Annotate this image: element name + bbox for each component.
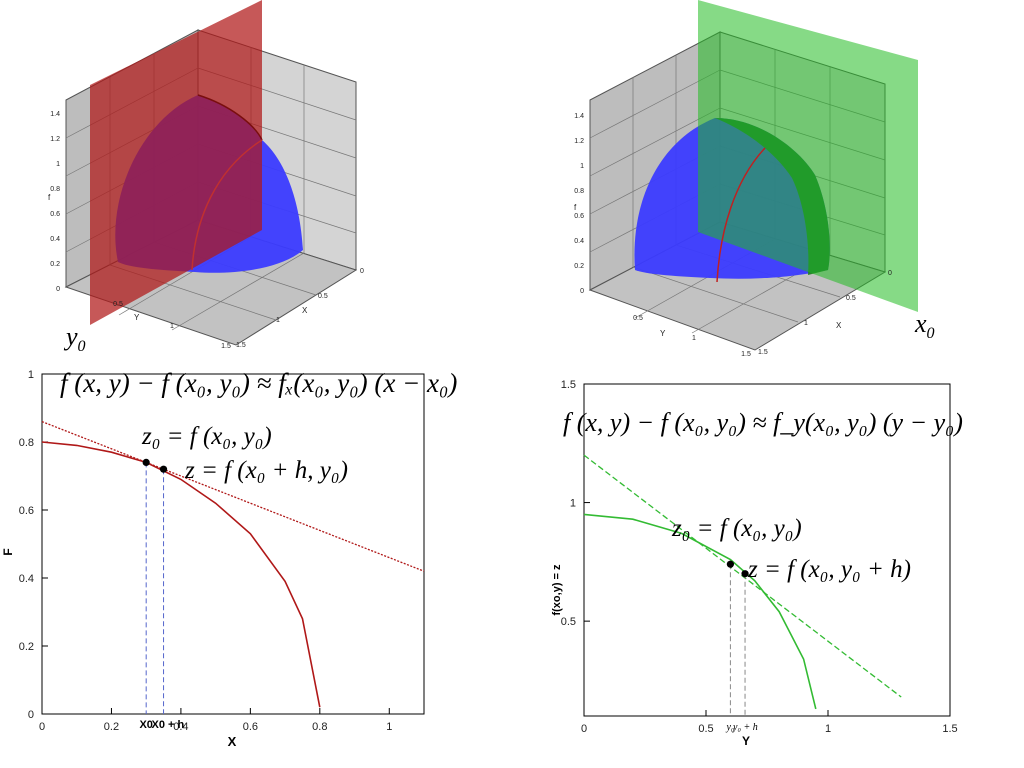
y-axis-label: Y xyxy=(660,329,666,338)
x-tick-label: 0 xyxy=(888,270,892,277)
y-tick-label: 0.5 xyxy=(113,301,123,308)
formula-y-linearization: f (x, y) − f (x₀, y₀) ≈ f_y(x₀, y₀) (y −… xyxy=(563,408,963,437)
y-tick-label: 0.5 xyxy=(561,616,576,628)
plane-label: y0 xyxy=(63,322,86,355)
f-tick-label: 0.6 xyxy=(50,211,60,218)
x-axis-ticks: 0 0.5 1 1.5 xyxy=(758,270,892,356)
f-tick-label: 1 xyxy=(580,163,584,170)
y-axis-title: F xyxy=(1,548,15,555)
x-axis-label: X xyxy=(302,306,308,315)
f-tick-label: 1.2 xyxy=(574,138,584,145)
x0h-tick-label: X0 + h xyxy=(152,719,185,731)
y-axis-label: Y xyxy=(134,313,140,322)
function-curve xyxy=(41,441,321,708)
red-plane xyxy=(90,0,262,325)
axis-ticks: 0 0.2 0.4 0.6 0.8 1 0 0.2 0.4 0.6 0.8 1 xyxy=(19,369,393,733)
y-tick-label: 0.6 xyxy=(19,505,34,517)
f-tick-label: 1.4 xyxy=(50,111,60,118)
point-x0 xyxy=(142,458,150,466)
y-tick-label: 0.8 xyxy=(19,437,34,449)
y-tick-label: 1.5 xyxy=(221,343,231,350)
f-axis-label: f xyxy=(574,203,577,212)
x-tick-label: 0.4 xyxy=(173,721,188,733)
x-tick-label: 1 xyxy=(276,317,280,324)
function-curve xyxy=(583,513,817,710)
f-tick-label: 1.2 xyxy=(50,136,60,143)
y-axis-ticks: 0.5 1 1.5 xyxy=(633,315,751,358)
plot-area xyxy=(41,420,425,714)
f-tick-label: 0.2 xyxy=(50,261,60,268)
x-axis-label: X xyxy=(836,321,842,330)
y-tick-label: 0.2 xyxy=(19,641,34,653)
f-tick-label: 0.4 xyxy=(50,236,60,243)
x-tick-label: 1.5 xyxy=(758,349,768,356)
intersection-curve xyxy=(197,94,263,141)
x-axis-ticks: 0 0.5 1 1.5 xyxy=(236,268,364,349)
y-tick-label: 1 xyxy=(570,498,576,510)
green-plane xyxy=(698,0,918,312)
f-tick-label: 0.2 xyxy=(574,263,584,270)
y0-tick-label: y₀ xyxy=(725,722,734,733)
y-axis-ticks: 0.5 1 1.5 xyxy=(113,301,231,350)
y-tick-label: 1.5 xyxy=(561,379,576,391)
point-label-z: z = f (x₀, y₀ + h) xyxy=(748,556,911,583)
x-tick-label: 0.8 xyxy=(312,721,327,733)
y-tick-label: 1.5 xyxy=(741,351,751,358)
y-axis-title: f(xo,y) = z xyxy=(551,564,563,616)
x-tick-label: 1.5 xyxy=(942,723,957,735)
formula-x-linearization: f (x, y) − f (x₀, y₀) ≈ fₓ(x₀, y₀) (x − … xyxy=(60,368,458,398)
point-label-z0: z₀ = f (x₀, y₀) xyxy=(672,515,802,542)
x-tick-label: 0 xyxy=(581,723,587,735)
point-x0-plus-h xyxy=(741,570,749,578)
x-tick-label: 0.5 xyxy=(846,295,856,302)
f-axis-ticks: 1.4 1.2 1 0.8 0.6 0.4 0.2 0 xyxy=(50,111,60,293)
plot-frame xyxy=(583,383,951,717)
y-tick-label: 1 xyxy=(692,335,696,342)
axis-ticks: 0 0.5 1 1.5 0.5 1 1.5 xyxy=(561,379,958,735)
intersection-curve xyxy=(716,147,766,283)
tangent-line xyxy=(41,420,425,572)
f-tick-label: 0.6 xyxy=(574,213,584,220)
f-tick-label: 0.8 xyxy=(50,186,60,193)
point-x0-plus-h xyxy=(159,465,168,473)
line-chart-y-section: 0 0.5 1 1.5 0.5 1 1.5 f(xo,y) = z Y y₀ y₀ + h xyxy=(551,379,958,748)
y-tick-label: 1 xyxy=(170,323,174,330)
y-tick-label: 0 xyxy=(28,709,34,721)
x-tick-label: 1 xyxy=(825,723,831,735)
surface-plot-x-slice: 1.41.210.80.60.40.20 f 00.511.5 X 0.511.… xyxy=(574,0,935,358)
y0h-tick-label: y₀ + h xyxy=(732,722,758,733)
x-tick-label: 0.5 xyxy=(318,293,328,300)
plot-area xyxy=(583,454,902,716)
x-tick-label: 0.2 xyxy=(104,721,119,733)
f-axis-label: f xyxy=(48,193,51,202)
point-x0 xyxy=(726,560,734,568)
x-tick-label: 0 xyxy=(360,268,364,275)
f-tick-label: 0 xyxy=(580,288,584,295)
x-tick-label: 1.5 xyxy=(236,342,246,349)
y-tick-label: 0.5 xyxy=(633,315,643,322)
point-label-z: z = f (x₀ + h, y₀) xyxy=(185,457,348,484)
x0-tick-label: X0 xyxy=(139,719,152,731)
x-tick-label: 1 xyxy=(804,320,808,327)
x-axis-title: X xyxy=(228,734,237,749)
intersection-curve-lower xyxy=(191,139,263,271)
x-axis-title: Y xyxy=(742,734,750,748)
f-tick-label: 0 xyxy=(56,286,60,293)
y-tick-label: 1 xyxy=(28,369,34,381)
plot-frame xyxy=(41,373,425,715)
line-chart-x-section: 0 0.2 0.4 0.6 0.8 1 0 0.2 0.4 0.6 0.8 1 F X X0 X0 +… xyxy=(1,369,425,749)
x-tick-label: 1 xyxy=(386,721,392,733)
x-tick-label: 0.6 xyxy=(243,721,258,733)
f-axis-ticks: 1.4 1.2 1 0.8 0.6 0.4 0.2 0 xyxy=(574,113,584,295)
surface-plot-y-slice: 1.41.210.80.60.40.20 f 00.511.5 X 0.511.… xyxy=(48,0,364,355)
x-tick-label: 0.5 xyxy=(698,723,713,735)
y-tick-label: 0.4 xyxy=(19,573,34,585)
plane-label: x0 xyxy=(914,309,935,342)
point-label-z0: z₀ = f (x₀, y₀) xyxy=(142,423,272,450)
f-tick-label: 1.4 xyxy=(574,113,584,120)
x-tick-label: 0 xyxy=(39,721,45,733)
f-tick-label: 1 xyxy=(56,161,60,168)
f-tick-label: 0.4 xyxy=(574,238,584,245)
f-tick-label: 0.8 xyxy=(574,188,584,195)
